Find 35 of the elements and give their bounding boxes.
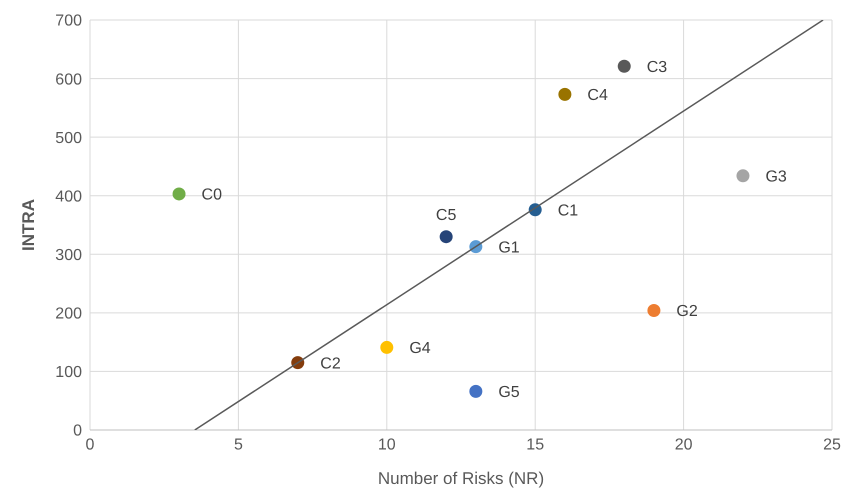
series-label: C1 [558,202,578,220]
x-tick-label: 5 [234,436,243,454]
x-tick-label: 20 [674,436,693,454]
x-tick-label: 25 [823,436,841,454]
x-axis-title: Number of Risks (NR) [378,469,544,488]
point [469,384,482,398]
x-tick-label: 15 [526,436,544,454]
point [440,230,453,244]
series-label: G3 [765,168,787,186]
point [736,169,750,182]
series-label: C2 [320,355,341,372]
y-tick-label: 0 [73,422,82,440]
point [647,304,660,318]
y-axis-title: INTRA [19,199,38,251]
series-label: G2 [676,303,698,320]
point [172,187,186,200]
y-tick-label: 100 [55,364,82,382]
series-label: C3 [646,58,668,76]
y-tick-label: 700 [55,12,82,30]
series-label: C4 [587,87,608,104]
y-tick-label: 400 [55,188,82,206]
y-tick-label: 300 [55,246,82,264]
y-tick-label: 500 [55,130,82,147]
series-label: C0 [202,186,222,204]
point [558,88,572,101]
x-tick-label: 10 [378,436,396,454]
point [618,60,631,73]
x-tick-label: 0 [86,436,95,454]
series-label: G5 [498,384,520,402]
series-label: G4 [409,340,431,358]
series-label: G1 [498,239,520,256]
series-label: C5 [436,207,456,224]
point [380,340,394,354]
y-tick-label: 600 [55,71,82,88]
y-tick-label: 200 [55,306,82,323]
